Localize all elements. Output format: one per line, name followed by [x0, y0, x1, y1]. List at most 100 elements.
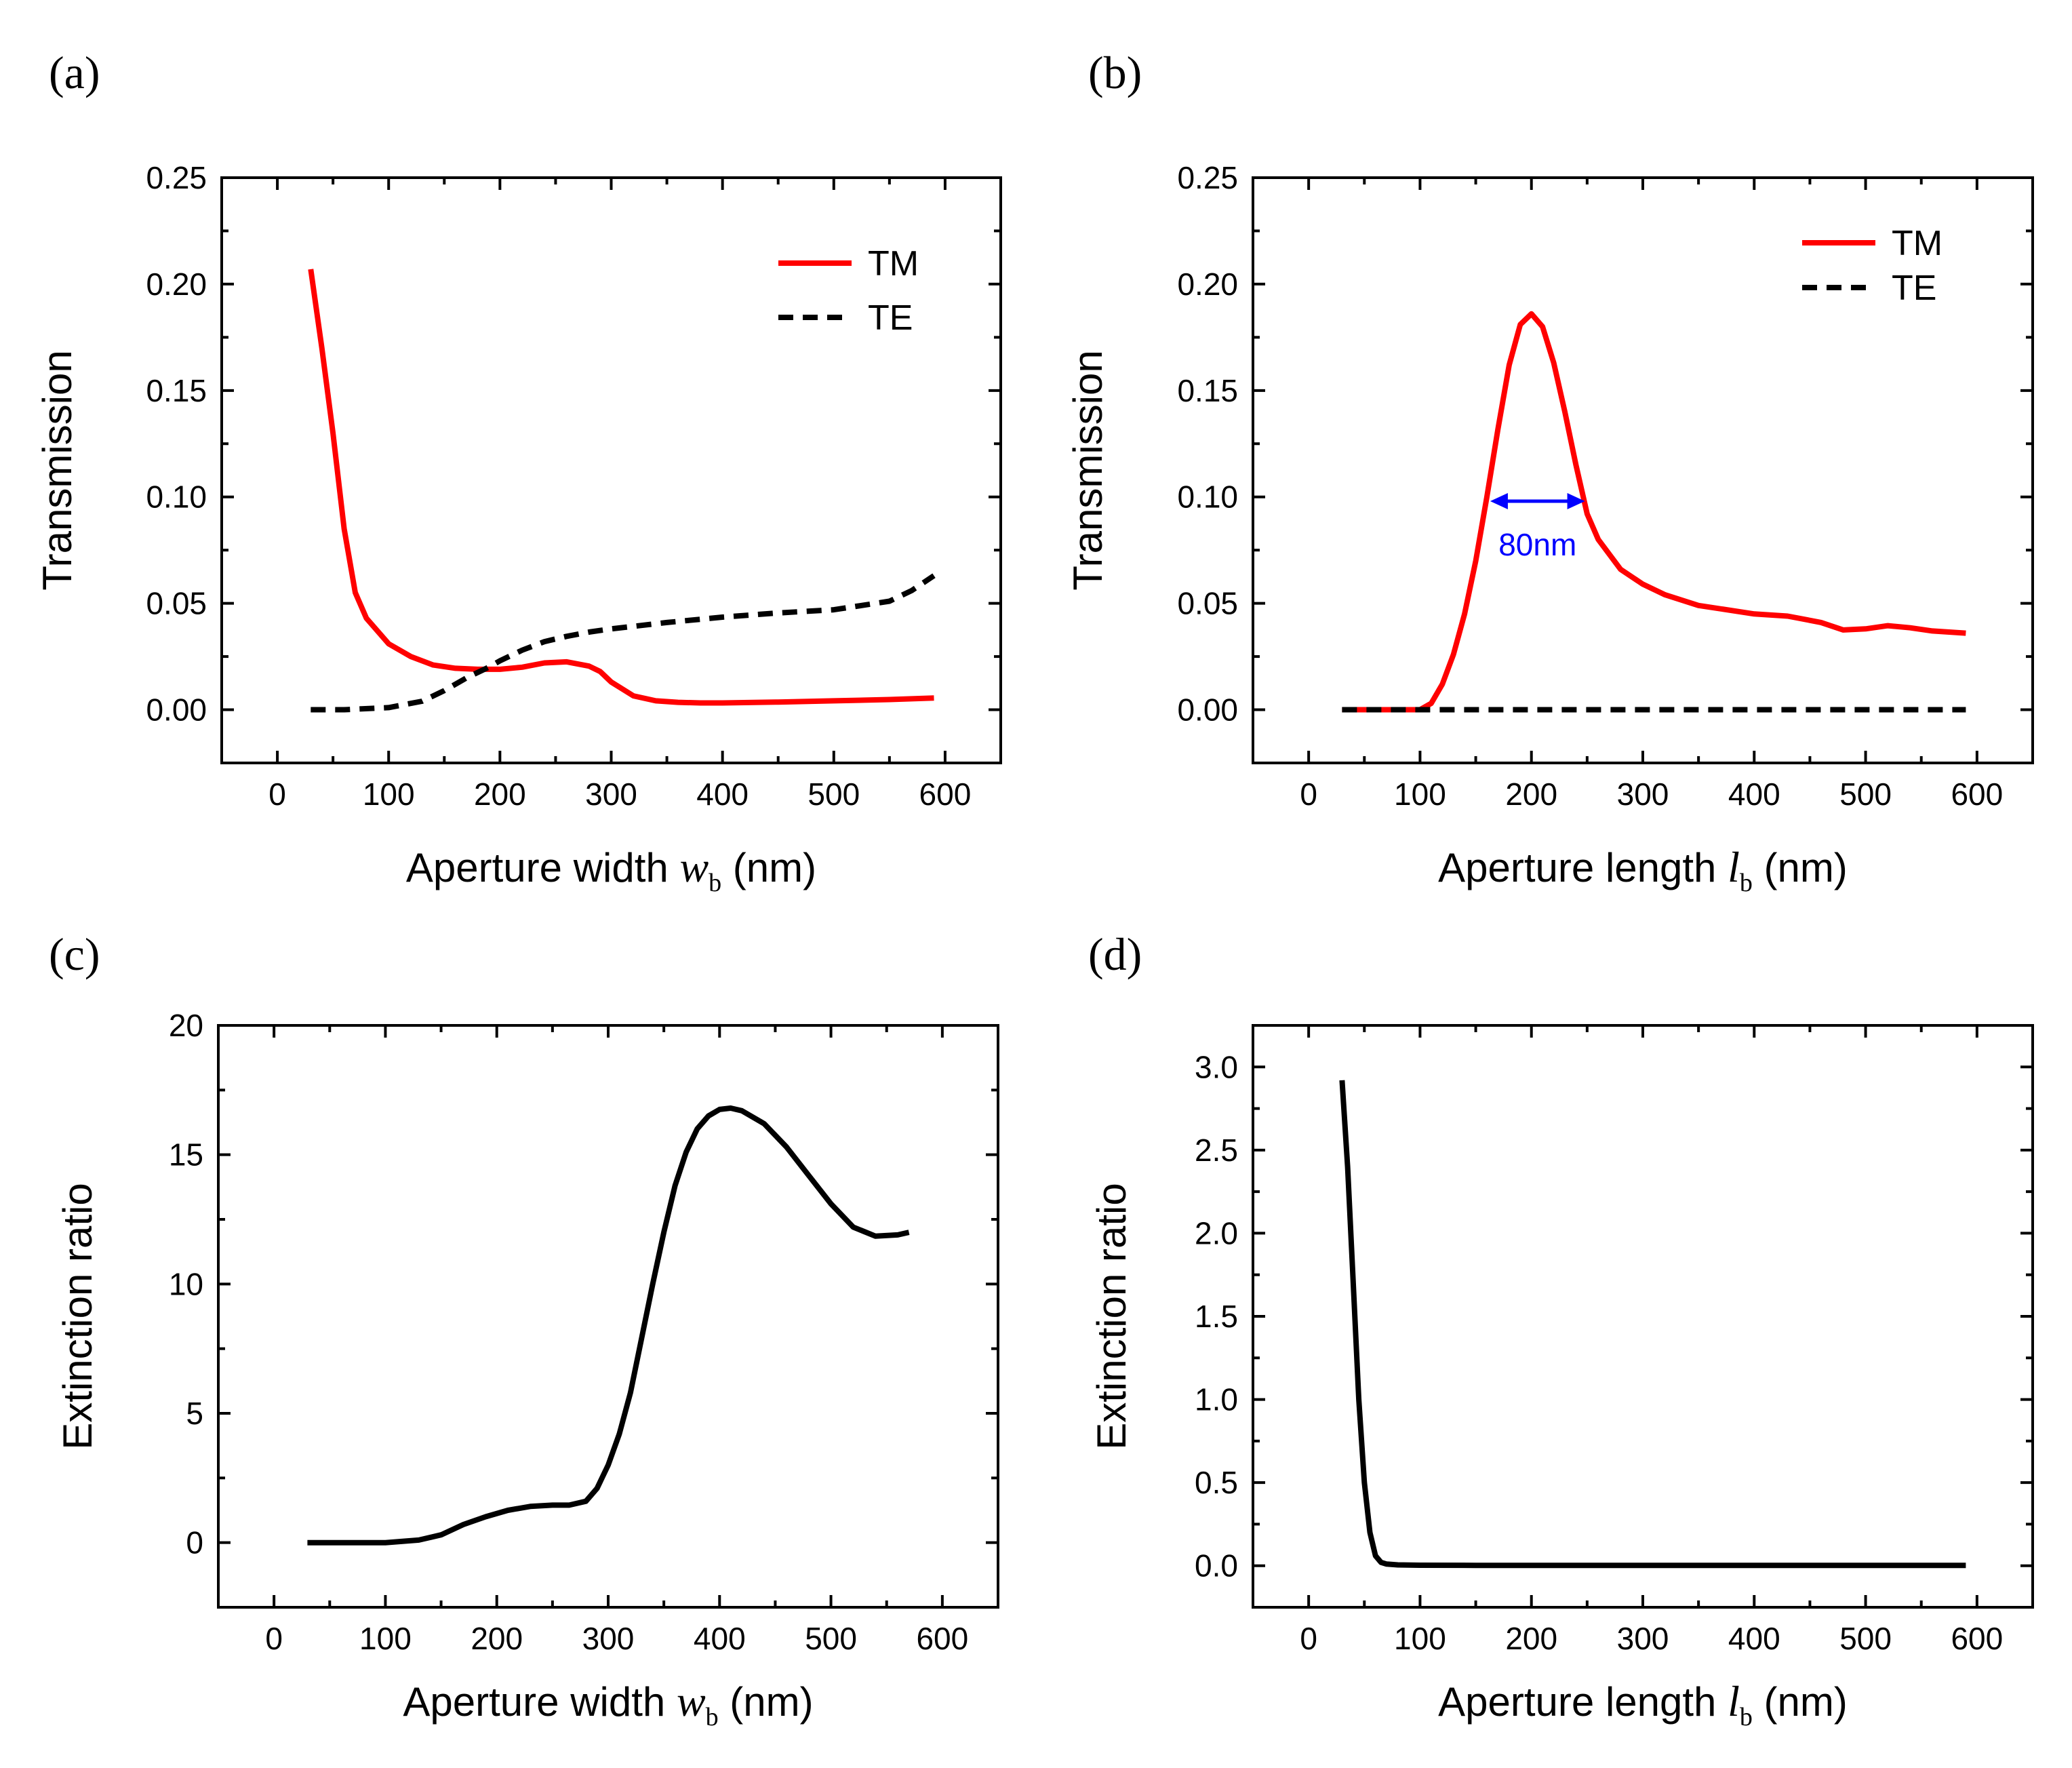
- panel-label: (a): [49, 47, 100, 98]
- x-tick-label: 100: [363, 777, 415, 812]
- y-axis-title: Extinction ratio: [55, 1183, 100, 1450]
- series-line-extinction-ratio: [307, 1105, 910, 1546]
- panel-c: (c) 0 100 200 300 400 500 600 0 5 10 15 20 Extinction…: [49, 928, 999, 1731]
- y-tick-label: 20: [169, 1008, 203, 1043]
- arrow-right-icon: [1567, 493, 1585, 510]
- x-tick-label: 200: [1505, 1621, 1557, 1656]
- x-tick-label: 0: [265, 1621, 283, 1656]
- x-tick-label: 500: [1839, 777, 1892, 812]
- y-axis-title: Transmission: [35, 350, 80, 591]
- y-tick-label: 0.10: [1177, 479, 1238, 515]
- x-axis-title-variable: w: [677, 1677, 706, 1725]
- x-axis-title-unit: (nm): [721, 845, 816, 890]
- x-tick-label: 400: [696, 777, 749, 812]
- y-tick-label: 1.0: [1195, 1382, 1238, 1417]
- y-tick-label: 0.25: [1177, 160, 1238, 195]
- panel-d: (d) 0 100 200 300 400 500 600 0.0 0.5 1.0 1.5 2.0 2.5…: [1088, 928, 2034, 1731]
- x-tick-label: 100: [359, 1621, 412, 1656]
- panel-a: (a) 0 100 200 300 400 500 600 0.00 0.05 0.10 0.15 0.…: [35, 47, 1002, 897]
- legend: TM TE: [1802, 224, 1942, 308]
- y-tick-label: 0.20: [1177, 267, 1238, 302]
- x-tick-label: 0: [1300, 777, 1317, 812]
- x-tick-label: 500: [808, 777, 860, 812]
- y-tick-label: 0.25: [146, 160, 207, 195]
- x-axis-title-unit: (nm): [719, 1679, 814, 1725]
- x-tick-label: 100: [1394, 1621, 1446, 1656]
- x-tick-label: 0: [1300, 1621, 1317, 1656]
- x-axis-title: Aperture width wb (nm): [406, 843, 816, 897]
- y-tick-label: 5: [186, 1396, 203, 1431]
- x-axis-title-unit: (nm): [1753, 845, 1848, 890]
- y-tick-label: 0.0: [1195, 1548, 1238, 1584]
- y-tick-label: 0.00: [146, 692, 207, 728]
- x-axis-title: Aperture width wb (nm): [403, 1677, 813, 1731]
- plot-frame: [217, 1024, 999, 1609]
- y-tick-label: 0.05: [1177, 586, 1238, 621]
- x-axis-title-subscript: b: [709, 869, 721, 897]
- x-tick-label: 200: [1505, 777, 1557, 812]
- x-axis-title-variable: l: [1728, 1677, 1740, 1725]
- x-axis-title-text: Aperture length: [1438, 1679, 1728, 1725]
- x-tick-label: 500: [1839, 1621, 1892, 1656]
- x-axis-title: Aperture length lb (nm): [1438, 1677, 1848, 1731]
- x-tick-label: 100: [1394, 777, 1446, 812]
- x-tick-label: 200: [471, 1621, 523, 1656]
- series-line-extinction-ratio: [1339, 1080, 1966, 1569]
- panels-group: (a)0 100 200 300 400 500 6000.000.050.100.150.…: [35, 47, 2034, 1731]
- x-tick-label: 500: [805, 1621, 857, 1656]
- x-tick-label: 600: [916, 1621, 968, 1656]
- x-tick-label: 300: [582, 1621, 635, 1656]
- y-tick-label: 15: [169, 1137, 203, 1173]
- x-axis-title-subscript: b: [1740, 869, 1753, 897]
- panel-label: (b): [1088, 47, 1142, 98]
- y-tick-label: 0.05: [146, 586, 207, 621]
- legend: TM TE: [778, 244, 919, 338]
- y-axis-title: Transmission: [1065, 350, 1111, 591]
- x-tick-label: 0: [268, 777, 286, 812]
- x-tick-label: 600: [1951, 777, 2003, 812]
- series-line-tm: [1342, 311, 1966, 713]
- x-axis-title-subscript: b: [1740, 1703, 1753, 1731]
- y-tick-label: 0.5: [1195, 1465, 1238, 1500]
- x-axis-title-variable: l: [1728, 843, 1740, 891]
- x-tick-label: 300: [1617, 777, 1669, 812]
- x-axis-title: Aperture length lb (nm): [1438, 843, 1848, 897]
- y-tick-label: 0.15: [146, 373, 207, 408]
- width-annotation: 80nm: [1490, 493, 1585, 562]
- y-tick-label: 0.00: [1177, 692, 1238, 728]
- series-line-tm: [308, 269, 934, 706]
- y-tick-label: 1.5: [1195, 1299, 1238, 1334]
- y-tick-label: 2.5: [1195, 1133, 1238, 1168]
- x-tick-label: 200: [474, 777, 526, 812]
- legend-label: TM: [868, 244, 919, 283]
- y-tick-label: 0.20: [146, 267, 207, 302]
- y-tick-label: 3.0: [1195, 1049, 1238, 1084]
- legend-label: TE: [1892, 269, 1936, 308]
- x-tick-label: 400: [1728, 777, 1780, 812]
- x-tick-label: 400: [1728, 1621, 1780, 1656]
- plot-frame: [1252, 176, 2034, 764]
- annotation-text: 80nm: [1498, 527, 1576, 562]
- y-tick-label: 0: [186, 1525, 203, 1560]
- arrow-left-icon: [1490, 493, 1508, 510]
- x-axis-title-text: Aperture width: [403, 1679, 677, 1725]
- y-tick-label: 10: [169, 1266, 203, 1301]
- x-axis-title-text: Aperture length: [1438, 845, 1728, 890]
- legend-label: TE: [868, 298, 913, 338]
- panel-label: (c): [49, 928, 100, 980]
- x-axis-title-unit: (nm): [1753, 1679, 1848, 1725]
- x-axis-title-variable: w: [679, 843, 709, 891]
- x-tick-label: 600: [1951, 1621, 2003, 1656]
- legend-label: TM: [1892, 224, 1942, 263]
- y-tick-label: 2.0: [1195, 1215, 1238, 1251]
- x-tick-label: 400: [694, 1621, 746, 1656]
- x-tick-label: 300: [585, 777, 637, 812]
- x-tick-label: 600: [919, 777, 972, 812]
- panel-b: (b) 0 100 200 300 400 500 600 0.00 0.05 0.10 0.15 0.…: [1065, 47, 2034, 897]
- x-axis-title-text: Aperture width: [406, 845, 680, 890]
- y-tick-label: 0.15: [1177, 373, 1238, 408]
- y-tick-label: 0.10: [146, 479, 207, 515]
- x-axis-title-subscript: b: [706, 1703, 719, 1731]
- panel-label: (d): [1088, 928, 1142, 980]
